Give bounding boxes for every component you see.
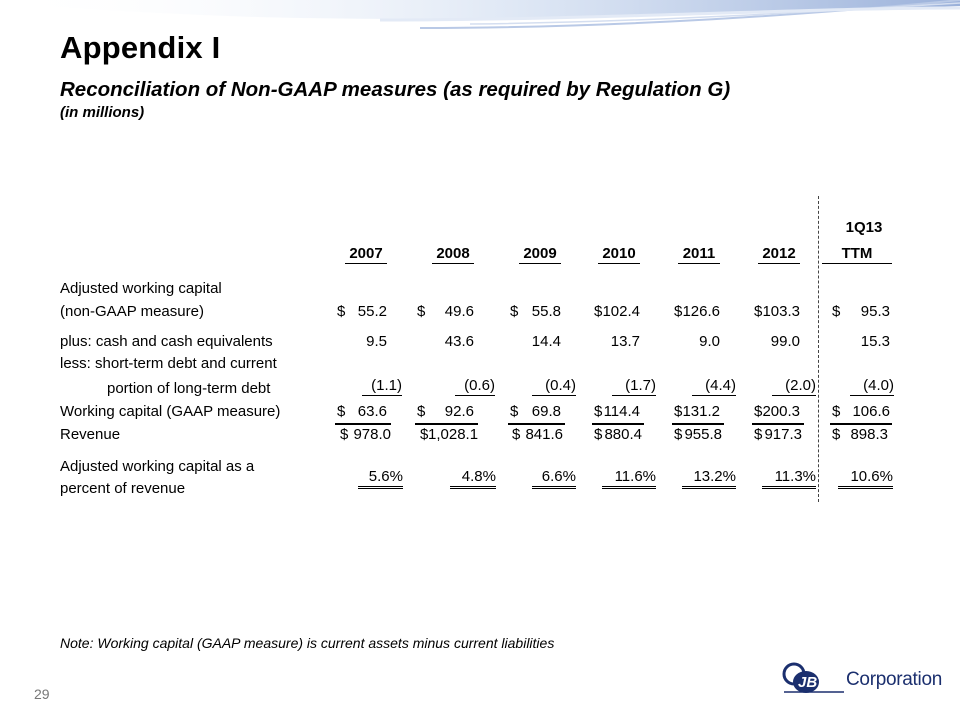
percent-value: 10.6%: [838, 468, 893, 489]
percent-value: 13.2%: [682, 468, 736, 489]
working-capital-value: 114.4: [603, 403, 640, 420]
currency-symbol: $: [832, 426, 841, 443]
working-capital-value: 69.8: [531, 403, 561, 420]
row-label-percent: Adjusted working capital as a: [60, 458, 255, 475]
header-swoosh: [0, 0, 960, 29]
col-header: 2012: [758, 245, 800, 264]
row-label-percent-sub: percent of revenue: [60, 480, 186, 497]
debt-value: (0.4): [532, 377, 576, 396]
revenue-value: 841.6: [525, 426, 563, 443]
total-rule: [592, 423, 644, 425]
units-label: (in millions): [60, 104, 145, 121]
currency-symbol: $: [832, 303, 841, 320]
col-header: 2008: [432, 245, 474, 264]
logo-mark-text: JBT: [798, 674, 828, 691]
adjusted-value: 126.6: [682, 303, 720, 320]
currency-symbol: $: [674, 426, 683, 443]
col-header: 2010: [598, 245, 640, 264]
adjusted-value: 95.3: [860, 303, 890, 320]
currency-symbol: $: [594, 426, 603, 443]
adjusted-value: 49.6: [444, 303, 474, 320]
col-header: 2007: [345, 245, 387, 264]
percent-value: 11.6%: [602, 468, 656, 489]
col-header: 2011: [678, 245, 720, 264]
cash-value: 9.0: [699, 333, 720, 350]
percent-value: 5.6%: [358, 468, 403, 489]
currency-symbol: $: [417, 403, 426, 420]
currency-symbol: $: [594, 303, 603, 320]
debt-value: (4.4): [692, 377, 736, 396]
cash-value: 13.7: [610, 333, 640, 350]
cash-value: 15.3: [860, 333, 890, 350]
working-capital-value: 63.6: [357, 403, 387, 420]
row-label-less-sub: portion of long-term debt: [107, 380, 271, 397]
debt-value: (2.0): [772, 377, 816, 396]
col-header: TTM: [822, 245, 892, 264]
currency-symbol: $: [754, 303, 763, 320]
working-capital-value: 131.2: [682, 403, 720, 420]
logo-company-text: Corporation: [846, 669, 942, 690]
working-capital-value: 200.3: [762, 403, 800, 420]
total-rule: [508, 423, 565, 425]
working-capital-value: 92.6: [444, 403, 474, 420]
currency-symbol: $: [512, 426, 521, 443]
revenue-value: 978.0: [353, 426, 391, 443]
row-label-less: less: short-term debt and current: [60, 355, 277, 372]
debt-value: (0.6): [455, 377, 495, 396]
revenue-value: 898.3: [850, 426, 888, 443]
debt-value: (1.7): [612, 377, 656, 396]
row-label-adjusted-sub: (non-GAAP measure): [60, 303, 204, 320]
revenue-value: 955.8: [684, 426, 722, 443]
total-rule: [830, 423, 892, 425]
adjusted-value: 55.8: [531, 303, 561, 320]
currency-symbol: $: [754, 426, 763, 443]
page-number: 29: [34, 686, 50, 702]
total-rule: [672, 423, 724, 425]
adjusted-value: 55.2: [357, 303, 387, 320]
row-label-adjusted: Adjusted working capital: [60, 280, 222, 297]
row-label-plus: plus: cash and cash equivalents: [60, 333, 273, 350]
currency-symbol: $: [340, 426, 349, 443]
currency-symbol: $: [510, 403, 519, 420]
row-label-revenue: Revenue: [60, 426, 121, 443]
currency-symbol: $: [337, 403, 346, 420]
adjusted-value: 102.4: [602, 303, 640, 320]
currency-symbol: $: [420, 426, 429, 443]
working-capital-value: 106.6: [852, 403, 890, 420]
revenue-value: 1,028.1: [428, 426, 479, 443]
percent-value: 4.8%: [450, 468, 496, 489]
total-rule: [335, 423, 391, 425]
total-rule: [752, 423, 804, 425]
footnote: Note: Working capital (GAAP measure) is …: [60, 635, 555, 651]
jbt-logo-icon: JBT: [782, 662, 844, 693]
currency-symbol: $: [417, 303, 426, 320]
ttm-divider: [818, 196, 819, 502]
percent-value: 11.3%: [762, 468, 816, 489]
cash-value: 43.6: [444, 333, 474, 350]
currency-symbol: $: [337, 303, 346, 320]
header-1q13: 1Q13: [845, 219, 883, 236]
row-label-working-capital: Working capital (GAAP measure): [60, 403, 281, 420]
currency-symbol: $: [832, 403, 841, 420]
currency-symbol: $: [674, 303, 683, 320]
cash-value: 14.4: [531, 333, 561, 350]
cash-value: 99.0: [770, 333, 800, 350]
col-header: 2009: [519, 245, 561, 264]
revenue-value: 880.4: [604, 426, 642, 443]
currency-symbol: $: [510, 303, 519, 320]
adjusted-value: 103.3: [762, 303, 800, 320]
total-rule: [415, 423, 478, 425]
debt-value: (4.0): [850, 377, 894, 396]
revenue-value: 917.3: [764, 426, 802, 443]
debt-value: (1.1): [362, 377, 402, 396]
cash-value: 9.5: [366, 333, 387, 350]
currency-symbol: $: [674, 403, 683, 420]
currency-symbol: $: [754, 403, 763, 420]
slide-subtitle: Reconciliation of Non-GAAP measures (as …: [60, 78, 731, 101]
currency-symbol: $: [594, 403, 603, 420]
slide-title: Appendix I: [60, 30, 221, 65]
percent-value: 6.6%: [532, 468, 576, 489]
